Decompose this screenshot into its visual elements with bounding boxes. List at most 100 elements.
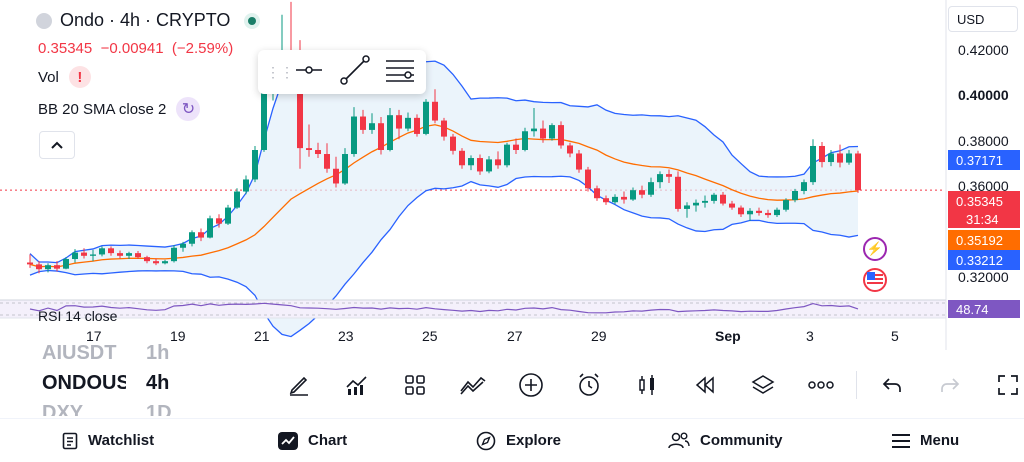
- candle: [162, 261, 168, 264]
- candle: [432, 101, 438, 121]
- candle: [828, 153, 834, 163]
- warning-icon[interactable]: !: [68, 66, 91, 88]
- chevron-up-icon: [51, 141, 63, 149]
- fib-tool-icon[interactable]: [384, 57, 416, 88]
- pen-tool-icon[interactable]: [270, 362, 328, 408]
- compare-icon[interactable]: [444, 362, 502, 408]
- fullscreen-icon[interactable]: [979, 362, 1024, 408]
- candle: [558, 125, 564, 146]
- compass-icon: [476, 431, 496, 450]
- price-chart[interactable]: [0, 0, 1024, 350]
- candle: [702, 200, 708, 203]
- candle: [315, 150, 321, 155]
- candle: [720, 194, 726, 204]
- symbol-option[interactable]: AIUSDT: [42, 344, 117, 364]
- market-status-icon[interactable]: [244, 12, 261, 29]
- candle: [666, 174, 672, 177]
- rsi-value-label: 48.74: [948, 300, 1020, 318]
- bb-fill: [30, 51, 858, 337]
- layers-icon[interactable]: [734, 362, 792, 408]
- candle: [171, 247, 177, 262]
- candle-type-icon[interactable]: [618, 362, 676, 408]
- symbol-picker[interactable]: AIUSDT 1h ONDOUSDT 4h DXY 1D: [42, 344, 242, 416]
- more-icon[interactable]: [792, 362, 850, 408]
- nav-explore-label: Explore: [506, 432, 562, 449]
- undo-icon[interactable]: [863, 362, 921, 408]
- candle: [603, 198, 609, 203]
- candle: [153, 261, 159, 264]
- symbol-selected[interactable]: ONDOUSDT: [42, 372, 126, 394]
- bb-lower-line: [29, 175, 859, 338]
- candle: [144, 257, 150, 262]
- candle: [378, 123, 384, 150]
- community-icon: [668, 432, 690, 448]
- chart-icon: [278, 431, 298, 450]
- toolbar-divider: [856, 371, 857, 399]
- candle: [459, 150, 465, 166]
- collapse-legend-button[interactable]: [39, 131, 75, 159]
- price-info: 0.35345 −0.00941 (−2.59%): [38, 40, 233, 57]
- candle: [243, 179, 249, 192]
- layouts-icon[interactable]: [386, 362, 444, 408]
- symbol-option[interactable]: DXY: [42, 402, 84, 416]
- candle: [468, 158, 474, 166]
- candle: [72, 252, 78, 260]
- loading-cycle-icon[interactable]: ↻: [176, 97, 201, 121]
- candle: [621, 196, 627, 200]
- chart-area[interactable]: [0, 0, 1024, 350]
- drawing-toolbar[interactable]: ⋮⋮: [258, 50, 426, 94]
- candle: [135, 253, 141, 258]
- candle: [396, 115, 402, 129]
- candle: [225, 207, 231, 224]
- us-flag-event-icon[interactable]: [863, 268, 887, 292]
- candle: [513, 144, 519, 150]
- candle: [729, 203, 735, 208]
- alert-clock-icon[interactable]: [560, 362, 618, 408]
- nav-chart-label: Chart: [308, 432, 348, 449]
- currency-select[interactable]: USD: [948, 6, 1018, 32]
- drag-handle-icon[interactable]: ⋮⋮: [266, 63, 294, 80]
- trend-line-tool-icon[interactable]: [340, 54, 370, 90]
- price-change-pct: (−2.59%): [171, 40, 234, 57]
- horizontal-line-tool-icon[interactable]: [294, 63, 324, 82]
- symbol-selected-interval[interactable]: 4h: [146, 372, 170, 394]
- candle: [342, 154, 348, 184]
- symbol-option-interval: 1D: [146, 402, 172, 416]
- bb-legend[interactable]: BB 20 SMA close 2 ↻: [38, 97, 201, 121]
- redo-icon[interactable]: [921, 362, 979, 408]
- candle: [585, 169, 591, 189]
- indicators-icon[interactable]: [328, 362, 386, 408]
- symbol-row[interactable]: Ondo · 4h · CRYPTO: [36, 10, 261, 31]
- x-tick: 5: [891, 328, 899, 344]
- lightning-event-icon[interactable]: ⚡: [863, 237, 887, 261]
- rsi-label[interactable]: RSI 14 close: [38, 308, 118, 324]
- candle-countdown: 31:34: [948, 210, 1020, 228]
- y-tick: 0.32000: [958, 269, 1009, 285]
- candle: [423, 101, 429, 134]
- candle: [252, 150, 258, 180]
- add-icon[interactable]: [502, 362, 560, 408]
- candle: [117, 253, 123, 256]
- nav-explore[interactable]: Explore: [476, 431, 561, 451]
- replay-icon[interactable]: [676, 362, 734, 408]
- y-tick: 0.40000: [958, 87, 1009, 103]
- nav-community-label: Community: [700, 432, 783, 449]
- candle: [360, 116, 366, 130]
- volume-legend[interactable]: Vol !: [38, 66, 91, 88]
- candle: [522, 131, 528, 150]
- price-change: −0.00941: [100, 40, 164, 57]
- nav-community[interactable]: Community: [668, 432, 783, 450]
- x-tick: 19: [170, 328, 186, 344]
- bb-basis-label: 0.35192: [948, 230, 1020, 250]
- y-tick: 0.36000: [958, 178, 1009, 194]
- nav-chart[interactable]: Chart: [278, 431, 348, 450]
- chart-toolbar: [270, 362, 1024, 408]
- candle: [765, 212, 771, 216]
- candle: [504, 144, 510, 166]
- candle: [306, 148, 312, 150]
- candle: [27, 262, 33, 265]
- nav-menu[interactable]: Menu: [892, 432, 959, 449]
- candle: [108, 248, 114, 254]
- nav-watchlist[interactable]: Watchlist: [62, 432, 154, 450]
- candle: [90, 254, 96, 256]
